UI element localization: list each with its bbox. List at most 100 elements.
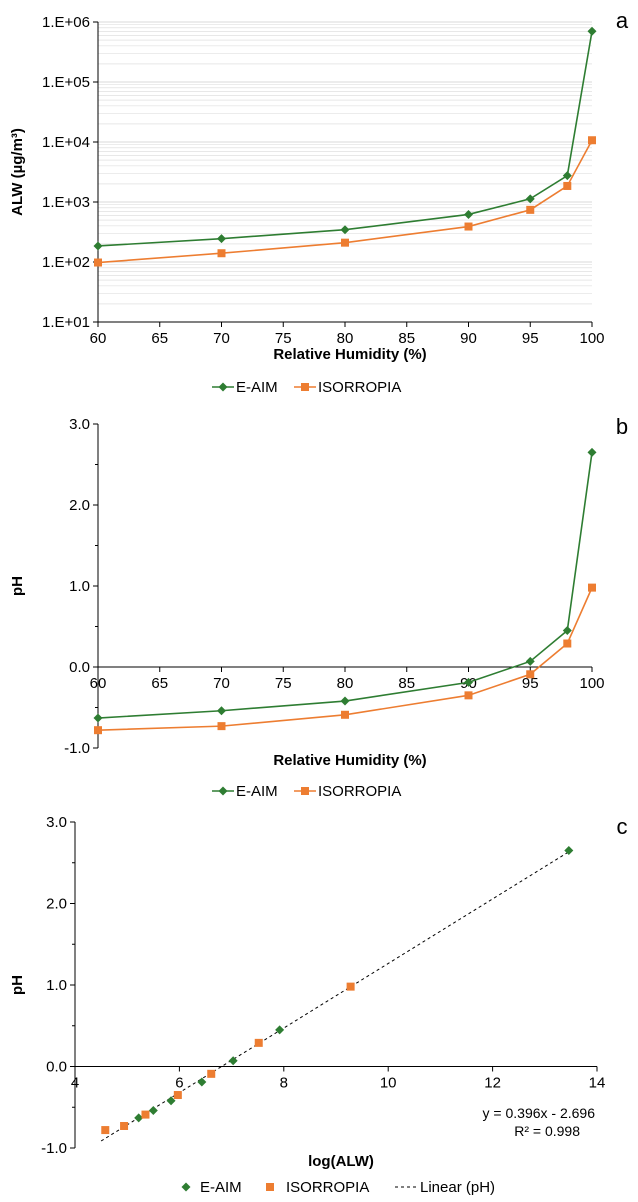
x-tick-label: 60	[90, 675, 107, 692]
x-tick-label: 6	[175, 1075, 183, 1092]
data-point-isorropia	[526, 205, 535, 214]
data-point-isorropia	[588, 583, 596, 592]
x-tick-label: 60	[90, 330, 107, 347]
legend-marker-eaim	[218, 786, 228, 796]
data-point-eaim	[93, 713, 103, 723]
legend-label-isorropia: ISORROPIA	[286, 1179, 369, 1196]
data-point-isorropia	[101, 1126, 110, 1135]
legend-marker-eaim	[181, 1182, 191, 1192]
data-point-isorropia	[94, 726, 102, 735]
legend-label-isorropia: ISORROPIA	[318, 783, 401, 800]
x-tick-label: 65	[151, 330, 168, 347]
y-tick-label: -1.0	[64, 740, 90, 757]
legend-marker-isorropia	[301, 383, 309, 391]
data-point-isorropia	[141, 1110, 150, 1119]
trend-equation: y = 0.396x - 2.696	[483, 1105, 596, 1121]
y-tick-label: 1.0	[46, 977, 67, 994]
y-tick-label: 1.E+04	[42, 134, 90, 151]
data-point-eaim	[134, 1113, 144, 1123]
x-tick-label: 10	[380, 1075, 397, 1092]
data-point-isorropia	[207, 1069, 216, 1078]
x-axis-label: Relative Humidity (%)	[273, 752, 426, 769]
legend: E-AIM ISORROPIA Linear (pH)	[181, 1179, 495, 1196]
legend: E-AIM ISORROPIA	[212, 379, 401, 396]
data-point-eaim	[340, 696, 350, 706]
x-tick-label: 4	[71, 1075, 79, 1092]
y-tick-label: 1.E+01	[42, 314, 90, 331]
x-tick-label: 8	[280, 1075, 288, 1092]
legend-marker-isorropia	[301, 787, 309, 795]
x-axis-label: Relative Humidity (%)	[273, 346, 426, 363]
x-tick-label: 75	[275, 330, 292, 347]
data-point-eaim	[464, 677, 473, 687]
x-tick-label: 90	[460, 330, 477, 347]
data-point-eaim	[587, 447, 597, 457]
data-point-eaim	[562, 171, 572, 181]
x-tick-label: 12	[484, 1075, 501, 1092]
data-point-isorropia	[94, 258, 102, 267]
panel-label-c: c	[617, 814, 628, 839]
trend-r2: R² = 0.998	[514, 1123, 580, 1139]
data-point-isorropia	[173, 1091, 182, 1100]
y-tick-label: 0.0	[69, 659, 90, 676]
y-tick-label: -1.0	[41, 1140, 67, 1157]
data-point-isorropia	[120, 1121, 129, 1130]
data-point-eaim	[197, 1077, 207, 1087]
data-point-isorropia	[588, 136, 596, 145]
x-tick-label: 80	[337, 675, 354, 692]
y-axis-label: pH	[9, 576, 26, 596]
legend-label-trend: Linear (pH)	[420, 1179, 495, 1196]
data-point-eaim	[217, 234, 226, 244]
data-point-eaim	[148, 1106, 158, 1116]
x-tick-label: 100	[579, 675, 604, 692]
y-tick-label: 1.E+02	[42, 254, 90, 271]
legend-label-eaim: E-AIM	[200, 1179, 242, 1196]
data-point-isorropia	[563, 639, 572, 648]
y-tick-label: 2.0	[69, 497, 90, 514]
y-tick-label: 2.0	[46, 896, 67, 913]
data-point-eaim	[525, 194, 535, 204]
data-point-isorropia	[346, 982, 355, 991]
legend-label-eaim: E-AIM	[236, 379, 278, 396]
x-tick-label: 95	[522, 675, 539, 692]
data-point-isorropia	[341, 710, 349, 719]
data-point-isorropia	[464, 691, 473, 700]
y-tick-label: 3.0	[46, 814, 67, 831]
data-point-eaim	[564, 846, 574, 856]
y-tick-label: 0.0	[46, 1059, 67, 1076]
data-point-eaim	[340, 225, 350, 235]
x-tick-label: 100	[579, 330, 604, 347]
legend-marker-eaim	[218, 382, 228, 392]
y-axis-label: pH	[9, 975, 26, 995]
data-point-isorropia	[526, 670, 535, 679]
x-tick-label: 75	[275, 675, 292, 692]
series-line-isorropia	[97, 587, 593, 731]
data-point-eaim	[166, 1096, 176, 1106]
x-tick-label: 85	[398, 675, 415, 692]
y-tick-label: 1.0	[69, 578, 90, 595]
data-point-eaim	[275, 1025, 285, 1035]
data-point-eaim	[228, 1056, 238, 1066]
chart-panel-a: 1.E+01 1.E+02 1.E+03 1.E+04 1.E+05 1.E+06 60 65…	[9, 8, 629, 396]
data-point-isorropia	[464, 222, 473, 231]
data-point-isorropia	[563, 181, 572, 190]
y-tick-label: 1.E+05	[42, 74, 90, 91]
x-tick-label: 80	[337, 330, 354, 347]
data-point-eaim	[525, 656, 535, 666]
data-point-isorropia	[217, 722, 226, 731]
data-point-eaim	[464, 209, 473, 219]
data-point-isorropia	[217, 249, 226, 258]
x-tick-label: 85	[398, 330, 415, 347]
data-point-isorropia	[254, 1038, 263, 1047]
data-point-eaim	[217, 706, 226, 716]
legend-marker-isorropia	[266, 1183, 274, 1191]
data-point-eaim	[93, 241, 103, 251]
chart-panel-b: -1.00.01.02.03.06065707580859095100Relat…	[9, 414, 628, 800]
x-tick-label: 70	[213, 330, 230, 347]
x-tick-label: 70	[213, 675, 230, 692]
x-tick-label: 65	[151, 675, 168, 692]
legend-label-isorropia: ISORROPIA	[318, 379, 401, 396]
chart-panel-c: -1.0 0.0 1.0 2.0 3.0 4 6 8 10 12 14 log(ALW) pH c y = …	[9, 814, 628, 1196]
y-tick-label: 3.0	[69, 416, 90, 433]
